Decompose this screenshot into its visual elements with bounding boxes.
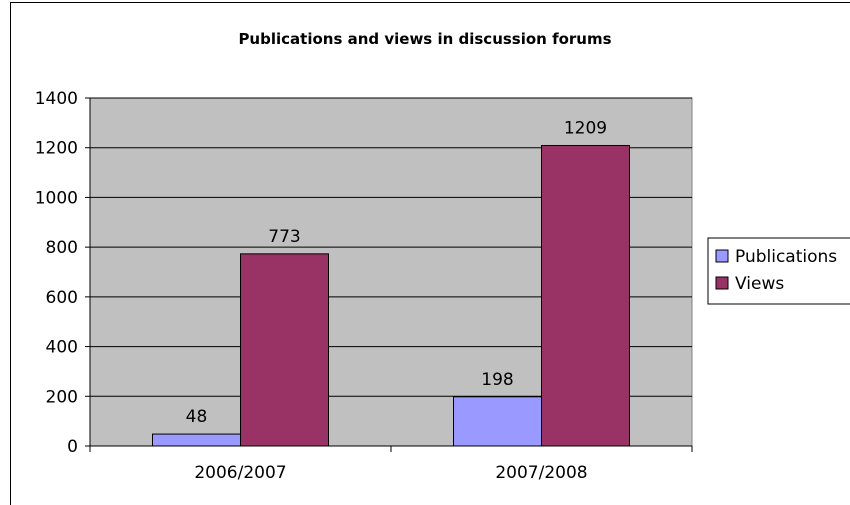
legend-swatch [715,276,729,290]
y-tick-label: 400 [46,338,78,358]
x-tick-label: 2006/2007 [194,463,286,483]
data-label: 773 [268,227,300,247]
bar-publications [152,433,241,447]
y-tick-label: 200 [46,387,78,407]
legend: Publications Views [707,237,850,305]
legend-box [707,237,850,305]
bar-publications [453,396,542,447]
y-tick-label: 0 [67,437,78,457]
y-tick-label: 800 [46,238,78,258]
data-label: 48 [186,407,208,427]
y-tick-label: 1000 [35,188,78,208]
y-tick-label: 600 [46,288,78,308]
data-label: 1209 [564,118,607,138]
legend-label: Publications [735,247,837,267]
y-tick-label: 1200 [35,139,78,159]
chart-title: Publications and views in discussion for… [238,30,612,48]
bar-views [240,253,329,447]
legend-swatch [715,249,729,263]
legend-label: Views [735,274,784,294]
x-tick-label: 2007/2008 [495,463,587,483]
bar-views [541,144,630,447]
data-label: 198 [481,370,513,390]
y-tick-label: 1400 [35,89,78,109]
plot-area: 0 200 400 600 800 1000 1200 1400 48 773 2006/2007 1… [35,89,693,483]
